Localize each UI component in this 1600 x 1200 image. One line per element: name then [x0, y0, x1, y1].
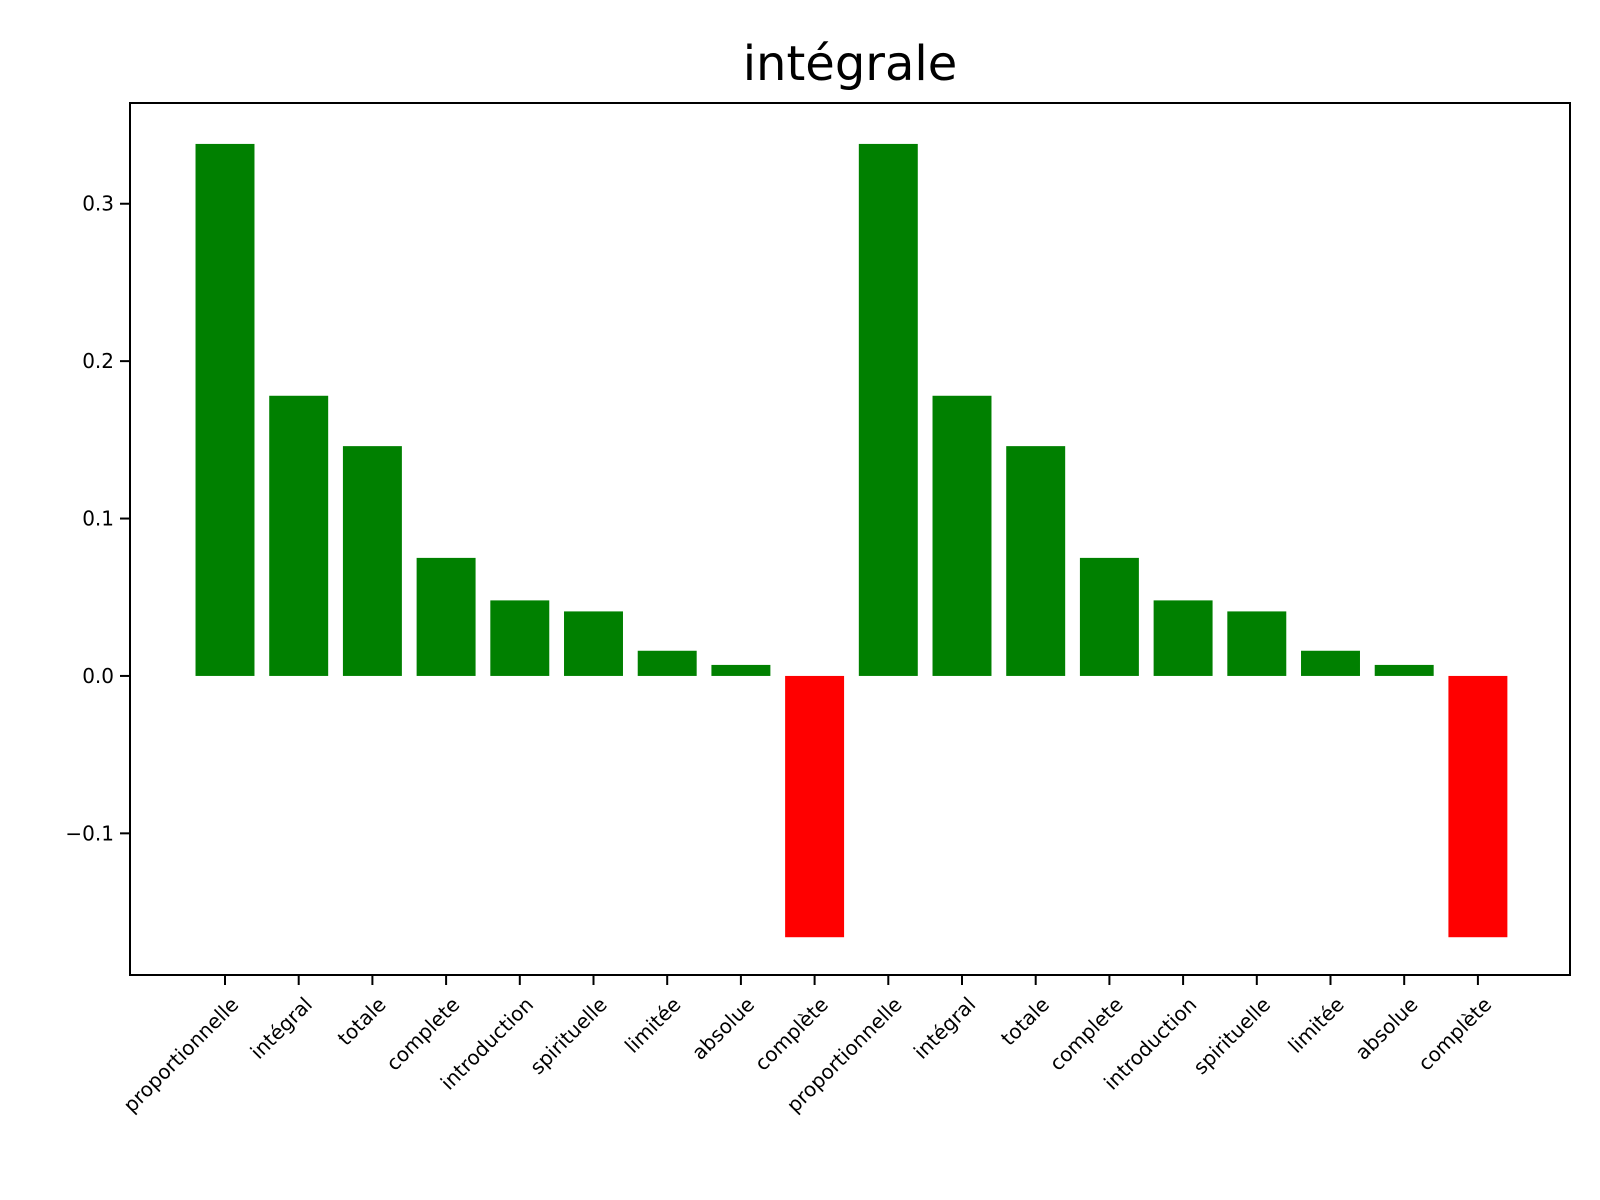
- y-tick-label: −0.1: [65, 821, 114, 845]
- x-tick-label: limitée: [620, 992, 685, 1057]
- x-tick-label: intégral: [245, 992, 316, 1063]
- bar-11: [932, 395, 992, 676]
- bar-9: [785, 675, 845, 938]
- bar-4: [416, 557, 476, 676]
- plot-frame: [129, 102, 1571, 976]
- x-axis: proportionnelle intégral totalecompleteint…: [118, 975, 1496, 1117]
- bar-3: [342, 446, 402, 676]
- y-axis: −0.1 0.0 0.1 0.2 0.3: [65, 192, 130, 845]
- x-tick-label: totale: [996, 992, 1054, 1050]
- bar-13: [1079, 557, 1139, 676]
- bar-8: [711, 664, 771, 676]
- y-tick-label: 0.1: [82, 507, 114, 531]
- bar-6: [564, 611, 623, 676]
- bar-1: [195, 143, 255, 676]
- x-tick-label: complète: [1413, 992, 1496, 1075]
- bar-14: [1153, 600, 1213, 676]
- x-tick-label: intégral: [909, 992, 980, 1063]
- bar-7: [637, 650, 697, 676]
- bar-5: [490, 600, 550, 676]
- x-tick-label: absolue: [687, 992, 759, 1064]
- bar-16: [1301, 650, 1360, 676]
- x-tick-label: totale: [333, 992, 391, 1050]
- bar-2: [269, 395, 329, 676]
- chart-title: intégrale: [743, 36, 958, 92]
- bar-12: [1006, 446, 1066, 676]
- y-tick-label: 0.2: [82, 349, 114, 373]
- x-tick-label: absolue: [1350, 992, 1422, 1064]
- bar-18: [1448, 675, 1508, 938]
- bar-10: [858, 143, 918, 676]
- y-tick-label: 0.0: [82, 664, 114, 688]
- x-tick-label: spirituelle: [1188, 992, 1275, 1079]
- x-tick-label: limitée: [1283, 992, 1348, 1057]
- bar-15: [1227, 611, 1287, 676]
- bars: [195, 143, 1508, 938]
- bar-17: [1374, 664, 1434, 676]
- x-tick-label: proportionnelle: [118, 992, 243, 1117]
- x-tick-label: spirituelle: [525, 992, 612, 1079]
- y-tick-label: 0.3: [82, 192, 114, 216]
